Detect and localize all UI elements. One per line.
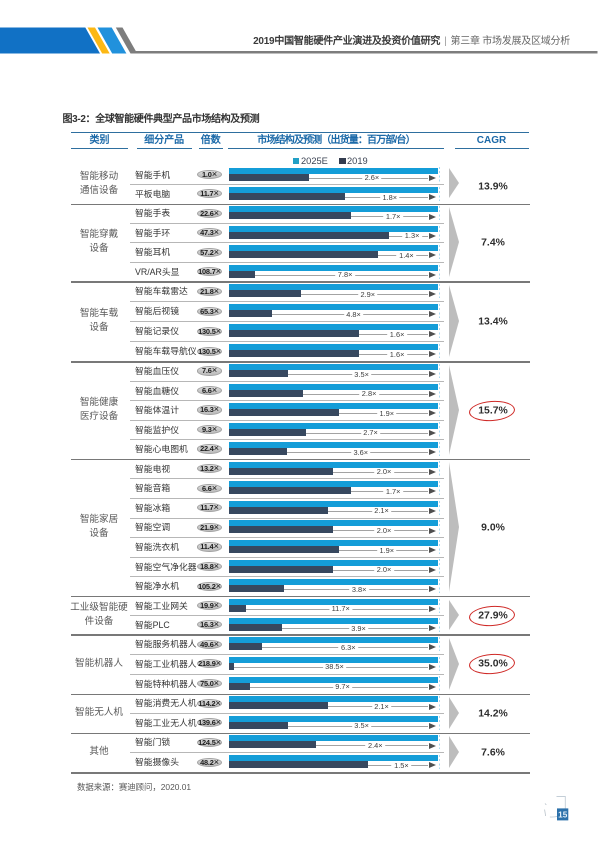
svg-text:15: 15 — [558, 810, 568, 819]
